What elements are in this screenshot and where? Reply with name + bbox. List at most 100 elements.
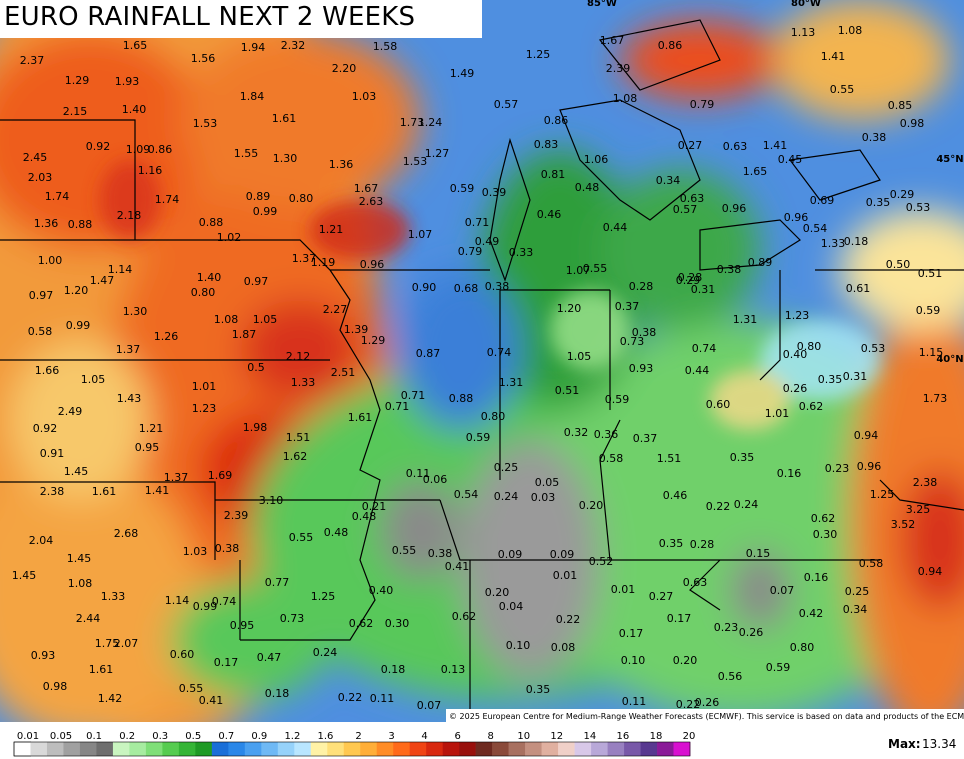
rain-label: 0.18 [381, 663, 406, 676]
legend-swatch [624, 742, 641, 756]
rain-label: 0.38 [428, 547, 453, 560]
legend-label: 2 [355, 731, 361, 742]
rain-label: 1.67 [354, 182, 379, 195]
rain-label: 0.41 [445, 560, 470, 573]
rain-label: 0.71 [401, 389, 426, 402]
rain-label: 0.55 [289, 531, 314, 544]
rain-label: 0.88 [449, 392, 474, 405]
rain-label: 0.35 [526, 683, 551, 696]
rain-label: 0.98 [43, 680, 68, 693]
rain-label: 1.25 [311, 590, 336, 603]
rain-label: 0.17 [214, 656, 239, 669]
legend-swatch [228, 742, 246, 756]
rain-label: 0.98 [900, 117, 925, 130]
title-box: EURO RAINFALL NEXT 2 WEEKS [0, 0, 482, 38]
rain-label: 0.54 [454, 488, 479, 501]
rain-label: 0.51 [555, 384, 580, 397]
rain-label: 0.35 [866, 196, 891, 209]
rain-label: 0.86 [658, 39, 683, 52]
legend-swatch [277, 742, 295, 756]
legend-swatch [525, 742, 542, 756]
rain-label: 0.91 [40, 447, 65, 460]
rain-label: 0.63 [680, 192, 705, 205]
rain-label: 1.51 [286, 431, 311, 444]
rain-label: 0.44 [685, 364, 710, 377]
rain-label: 0.44 [603, 221, 628, 234]
rain-label: 3.25 [906, 503, 931, 516]
rain-label: 1.49 [450, 67, 475, 80]
legend-swatch [162, 742, 180, 756]
rain-label: 0.94 [854, 429, 879, 442]
rain-label: 2.20 [332, 62, 357, 75]
legend-swatch [178, 742, 196, 756]
rain-label: 0.92 [33, 422, 58, 435]
rain-label: 0.34 [656, 174, 681, 187]
rain-label: 1.37 [164, 471, 189, 484]
rain-label: 2.12 [286, 350, 311, 363]
rain-label: 1.00 [38, 254, 63, 267]
rain-label: 0.58 [599, 452, 624, 465]
rain-label: 2.49 [58, 405, 83, 418]
rain-label: 1.36 [34, 217, 59, 230]
rain-label: 1.47 [90, 274, 115, 287]
rain-label: 0.09 [498, 548, 523, 561]
rain-label: 0.20 [579, 499, 604, 512]
rain-label: 1.69 [208, 469, 233, 482]
rain-label: 0.35 [730, 451, 755, 464]
legend-swatch [492, 742, 509, 756]
rain-label: 1.87 [232, 328, 257, 341]
legend-label: 1.2 [284, 731, 300, 742]
rain-label: 1.84 [240, 90, 265, 103]
rain-label: 0.99 [253, 205, 278, 218]
legend-swatch [343, 742, 361, 756]
rain-label: 0.23 [714, 621, 739, 634]
rain-label: 2.27 [323, 303, 348, 316]
rain-label: 0.79 [690, 98, 715, 111]
legend-swatch [261, 742, 279, 756]
rain-label: 2.39 [224, 509, 249, 522]
rain-label: 0.74 [212, 595, 237, 608]
legend-label: 12 [550, 731, 563, 742]
rain-label: 0.27 [678, 139, 703, 152]
legend-swatch [574, 742, 592, 756]
legend-label: 0.2 [119, 731, 135, 742]
graticule-label: 45°N [936, 154, 963, 165]
rain-label: 0.21 [362, 500, 387, 513]
legend-label: 14 [583, 731, 596, 742]
legend-swatch [426, 742, 443, 756]
rain-label: 0.29 [676, 274, 701, 287]
legend-swatch [607, 742, 625, 756]
rain-label: 0.97 [244, 275, 269, 288]
rain-label: 0.36 [594, 428, 619, 441]
rain-label: 0.33 [509, 246, 534, 259]
rain-label: 0.49 [475, 235, 500, 248]
rain-label: 2.39 [606, 62, 631, 75]
rain-label: 1.29 [65, 74, 90, 87]
rain-label: 0.54 [803, 222, 828, 235]
rain-label: 1.61 [272, 112, 297, 125]
rain-label: 0.57 [494, 98, 519, 111]
rain-label: 1.01 [765, 407, 790, 420]
rain-label: 0.51 [918, 267, 943, 280]
rain-label: 2.68 [114, 527, 139, 540]
rain-label: 1.67 [600, 34, 625, 47]
rain-label: 0.80 [797, 340, 822, 353]
rain-label: 0.50 [886, 258, 911, 271]
rain-label: 0.16 [777, 467, 802, 480]
rain-label: 1.58 [373, 40, 398, 53]
rain-label: 0.96 [784, 211, 809, 224]
rain-label: 1.42 [98, 692, 123, 705]
rain-label: 1.21 [319, 223, 344, 236]
rain-label: 0.10 [621, 654, 646, 667]
rain-label: 1.06 [584, 153, 609, 166]
rain-label: 2.32 [281, 39, 306, 52]
legend-label: 0.05 [50, 731, 72, 742]
rain-label: 0.18 [265, 687, 290, 700]
rain-label: 1.45 [64, 465, 89, 478]
rain-label: 0.71 [465, 216, 490, 229]
legend-label: 20 [683, 731, 696, 742]
rain-label: 0.31 [843, 370, 868, 383]
rain-label: 1.98 [243, 421, 268, 434]
rain-label: 0.71 [385, 400, 410, 413]
